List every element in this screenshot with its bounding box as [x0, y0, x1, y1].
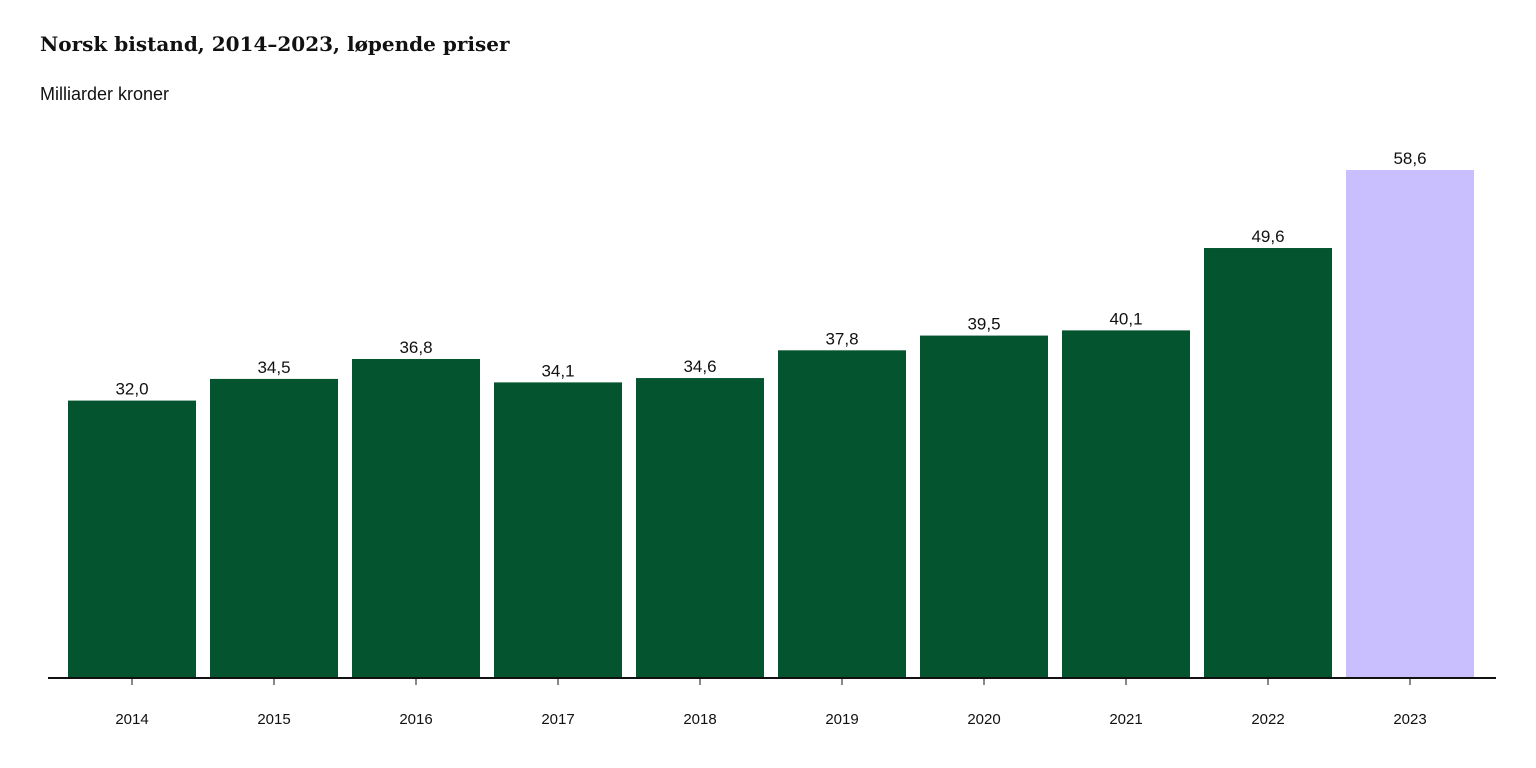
x-tick-label-2022: 2022 — [1251, 711, 1284, 728]
bar-2022 — [1204, 248, 1332, 678]
x-tick-label-2017: 2017 — [541, 711, 574, 728]
x-tick-label-2023: 2023 — [1393, 711, 1426, 728]
x-tick-label-2019: 2019 — [825, 711, 858, 728]
bar-value-label-2016: 36,8 — [399, 338, 432, 357]
bar-2020 — [920, 335, 1048, 678]
bar-value-label-2020: 39,5 — [967, 315, 1000, 334]
x-tick-label-2015: 2015 — [257, 711, 290, 728]
x-tick-label-2018: 2018 — [683, 711, 716, 728]
chart-title: Norsk bistand, 2014–2023, løpende priser — [40, 32, 510, 56]
bar-2023 — [1346, 170, 1474, 678]
bar-value-label-2021: 40,1 — [1109, 309, 1142, 328]
bar-2019 — [778, 350, 906, 678]
x-tick-label-2020: 2020 — [967, 711, 1000, 728]
bar-value-label-2023: 58,6 — [1393, 149, 1426, 168]
bar-value-label-2019: 37,8 — [825, 329, 858, 348]
bar-value-label-2014: 32,0 — [115, 380, 148, 399]
bar-2016 — [352, 358, 480, 678]
bar-value-label-2022: 49,6 — [1251, 227, 1284, 246]
bar-value-label-2018: 34,6 — [683, 357, 716, 376]
x-tick-label-2021: 2021 — [1109, 711, 1142, 728]
bar-value-label-2015: 34,5 — [257, 358, 290, 377]
bar-value-label-2017: 34,1 — [541, 361, 574, 380]
bar-2021 — [1062, 330, 1190, 678]
chart-subtitle: Milliarder kroner — [40, 84, 170, 104]
bar-2014 — [68, 400, 196, 678]
bar-2015 — [210, 378, 338, 678]
bar-2018 — [636, 378, 764, 678]
x-tick-label-2016: 2016 — [399, 711, 432, 728]
x-tick-label-2014: 2014 — [115, 711, 148, 728]
bar-2017 — [494, 382, 622, 678]
